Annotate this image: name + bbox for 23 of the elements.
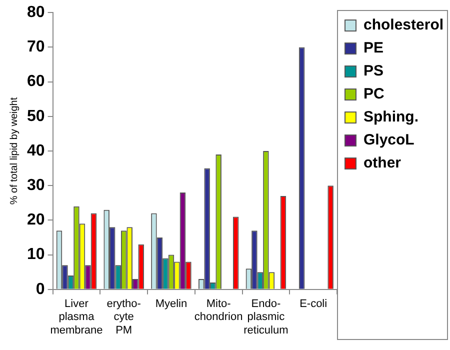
x-tick-label: Endo-plasmic reticulum	[244, 298, 288, 336]
y-tick-label: 10	[27, 246, 45, 264]
y-tick-label: 60	[27, 73, 45, 90]
y-tick-label: 20	[27, 212, 45, 229]
legend-label: PC	[364, 86, 385, 103]
x-tick-label: erytho-cyte PM	[106, 298, 142, 336]
x-tick-label: Mito-chondrion	[194, 298, 243, 324]
legend-label: PE	[364, 40, 384, 57]
legend-label: GlycoL	[364, 132, 414, 149]
y-tick-label: 70	[27, 38, 45, 56]
y-tick-label: 0	[36, 280, 45, 298]
x-tick-label: E-coli	[300, 298, 328, 310]
legend-label: Sphing.	[364, 108, 418, 126]
x-tick-label: Liver plasma membrane	[50, 298, 103, 336]
legend-label: cholesterol	[364, 16, 444, 34]
y-tick-label: 80	[27, 4, 45, 22]
y-tick-label: 30	[27, 177, 45, 194]
legend-label: other	[364, 154, 402, 172]
y-tick-label: 40	[27, 142, 45, 160]
x-tick-label: Myelin	[155, 298, 188, 310]
y-axis-title: % of total lipid by weight	[8, 97, 20, 205]
y-tick-label: 50	[27, 108, 45, 125]
legend-label: PS	[364, 62, 384, 80]
